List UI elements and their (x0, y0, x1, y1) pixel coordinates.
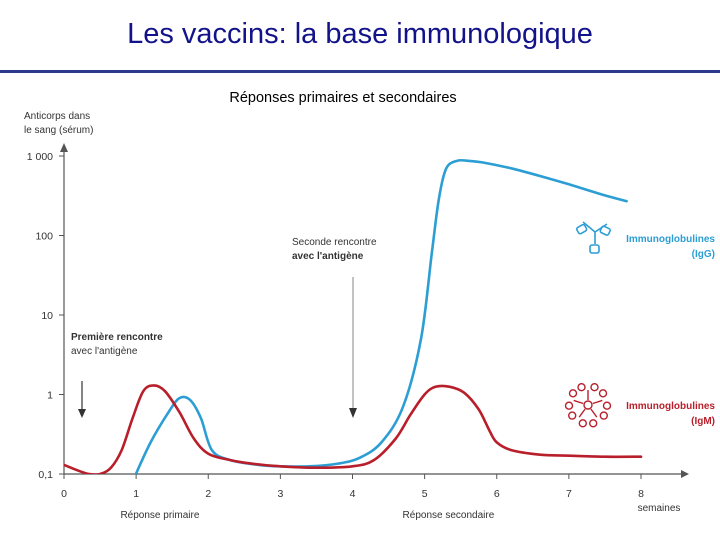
igm-legend-label: (IgM) (691, 416, 715, 427)
slide-title: Les vaccins: la base immunologique (127, 18, 593, 50)
annotation-first-encounter: avec l'antigène (71, 346, 138, 357)
chart-title: Réponses primaires et secondaires (229, 90, 457, 106)
y-axis-arrow (60, 143, 68, 152)
first-encounter-arrowhead (78, 409, 86, 418)
igm-series-line (64, 384, 643, 474)
y-axis-label: le sang (sérum) (24, 125, 93, 136)
phase-label: Réponse primaire (120, 510, 199, 521)
igm-antibody-icon (564, 383, 612, 428)
igg-legend-label: Immunoglobulines (626, 234, 715, 245)
y-tick-label: 10 (41, 310, 53, 322)
x-tick-label: 0 (61, 488, 67, 500)
second-encounter-arrowhead (349, 408, 357, 418)
title-divider (0, 70, 720, 73)
x-axis-label: semaines (638, 503, 681, 514)
igg-legend-label: (IgG) (692, 249, 715, 260)
y-tick-label: 0,1 (38, 469, 53, 481)
y-tick-label: 1 000 (27, 151, 53, 163)
y-tick-label: 1 (47, 390, 53, 402)
igg-antibody-icon (575, 221, 611, 254)
x-tick-label: 6 (494, 488, 500, 500)
x-tick-label: 3 (277, 488, 283, 500)
x-tick-label: 7 (566, 488, 572, 500)
x-tick-label: 1 (133, 488, 139, 500)
annotation-first-encounter: Première rencontre (71, 332, 163, 343)
igg-series-line (134, 158, 628, 474)
x-tick-label: 8 (638, 488, 644, 500)
annotation-second-encounter: avec l'antigène (292, 251, 364, 262)
annotation-second-encounter: Seconde rencontre (292, 237, 377, 248)
x-tick-label: 5 (422, 488, 428, 500)
x-axis-arrow (681, 470, 689, 478)
x-tick-label: 2 (205, 488, 211, 500)
igm-legend-label: Immunoglobulines (626, 401, 715, 412)
y-axis-label: Anticorps dans (24, 111, 90, 122)
x-tick-label: 4 (350, 488, 356, 500)
phase-label: Réponse secondaire (403, 510, 495, 521)
y-tick-label: 100 (35, 231, 53, 243)
